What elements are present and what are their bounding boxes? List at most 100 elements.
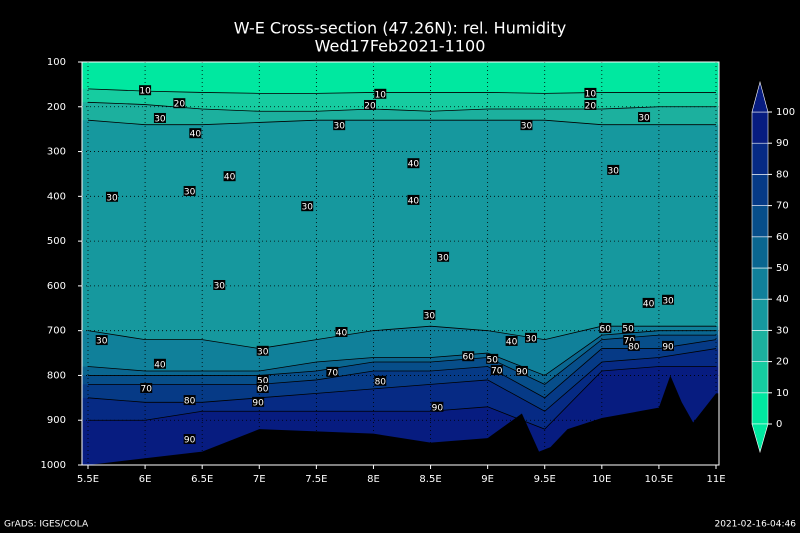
contour-label-bg <box>173 98 186 109</box>
y-tick-label: 1000 <box>41 460 66 471</box>
x-tick-label: 7E <box>253 474 266 485</box>
contour-line <box>87 101 716 112</box>
y-tick-label: 700 <box>47 326 66 337</box>
x-tick-label: 11E <box>706 474 725 485</box>
contour-label-bg <box>437 251 450 262</box>
contour-line <box>87 330 716 376</box>
contour-label: 90 <box>516 367 528 377</box>
contour-line <box>88 339 717 399</box>
contour-label-bg <box>638 112 651 123</box>
colorbar-swatch <box>751 111 769 144</box>
contour-label: 30 <box>302 203 314 213</box>
y-tick-label: 900 <box>47 415 66 426</box>
y-tick-label: 100 <box>47 57 66 68</box>
terrain <box>82 375 719 465</box>
contour-label-bg <box>662 340 675 351</box>
x-tick-label: 7.5E <box>305 474 327 485</box>
colorbar-swatch <box>751 392 769 425</box>
contour-label: 30 <box>154 114 166 124</box>
colorbar-swatch <box>751 236 769 269</box>
x-tick-label: 6.5E <box>191 474 213 485</box>
contour-label: 40 <box>408 196 420 206</box>
contour-label: 70 <box>141 384 153 394</box>
contour-label-bg <box>627 340 640 351</box>
colorbar-swatch <box>751 330 769 362</box>
contour-label: 40 <box>154 360 166 370</box>
contour-label-bg <box>301 201 314 212</box>
contour-label: 60 <box>257 384 269 394</box>
x-tick-label: 9.5E <box>534 474 556 485</box>
contour-label-bg <box>374 375 387 386</box>
contour-label-bg <box>423 309 436 320</box>
contour-label: 40 <box>190 130 202 140</box>
contour-label: 50 <box>257 376 269 386</box>
footer-right: 2021-02-16-04:46 <box>715 520 797 530</box>
contour-label: 30 <box>662 296 674 306</box>
contour-label: 60 <box>600 324 612 334</box>
contour-label-bg <box>335 327 348 338</box>
contour-line <box>87 119 716 126</box>
colorbar-top <box>751 80 769 113</box>
contour-label: 90 <box>252 398 264 408</box>
colorbar-swatch <box>751 142 769 175</box>
contour-label-bg <box>607 164 620 175</box>
contour-label-bg <box>623 335 636 346</box>
contour-label-bg <box>622 322 635 333</box>
contour-line <box>87 88 716 94</box>
contour-label-bg <box>153 358 166 369</box>
contour-label: 30 <box>257 347 269 357</box>
contour-label-bg <box>431 401 444 412</box>
contour-label-bg <box>252 396 265 407</box>
contour-label: 40 <box>224 173 236 183</box>
colorbar-label: 20 <box>776 357 789 368</box>
colorbar-label: 30 <box>776 325 789 336</box>
contour-label-bg <box>584 87 597 98</box>
colorbar-label: 80 <box>776 169 789 180</box>
y-tick-label: 400 <box>47 191 66 202</box>
contour-label-bg <box>326 366 339 377</box>
x-tick-label: 10E <box>592 474 611 485</box>
contour-label: 30 <box>184 187 196 197</box>
contour-line <box>88 334 716 385</box>
x-tick-label: 9E <box>481 474 494 485</box>
plot-area <box>82 62 719 465</box>
x-tick-label: 5.5E <box>77 474 99 485</box>
contour-label-bg <box>139 85 152 96</box>
contour-label-bg <box>520 120 533 131</box>
contour-label-bg <box>183 185 196 196</box>
contour-label: 40 <box>408 160 420 170</box>
contour-label: 80 <box>184 397 196 407</box>
contour-label: 30 <box>96 337 108 347</box>
contour-label: 50 <box>486 355 498 365</box>
colorbar-label: 0 <box>776 419 782 430</box>
contour-label: 30 <box>437 253 449 263</box>
contour-label-bg <box>599 322 612 333</box>
contour-label-bg <box>486 353 499 364</box>
colorbar-label: 100 <box>776 107 795 118</box>
contour-label: 10 <box>139 87 151 97</box>
colorbar-label: 60 <box>776 232 789 243</box>
contour-label-bg <box>662 294 675 305</box>
colorbar-swatch <box>751 205 769 238</box>
colorbar-swatch <box>751 298 769 331</box>
colorbar-swatch <box>751 361 769 394</box>
contour-label-bg <box>462 351 475 362</box>
contour-label: 80 <box>628 342 640 352</box>
contour-label: 80 <box>375 377 387 387</box>
y-tick-label: 300 <box>47 147 66 158</box>
contour-label: 10 <box>585 89 597 99</box>
contour-label-bg <box>364 99 377 110</box>
contour-label: 60 <box>462 353 474 363</box>
contour-label-bg <box>333 120 346 131</box>
contour-label-bg <box>95 335 108 346</box>
x-tick-label: 10.5E <box>645 474 674 485</box>
contour-label: 40 <box>336 329 348 339</box>
contour-label-bg <box>183 434 196 445</box>
contour-label-bg <box>189 128 202 139</box>
contour-label-bg <box>584 99 597 110</box>
contour-label: 30 <box>106 193 118 203</box>
x-tick-label: 8E <box>367 474 380 485</box>
contour-label: 40 <box>643 299 655 309</box>
colorbar-label: 40 <box>776 294 789 305</box>
